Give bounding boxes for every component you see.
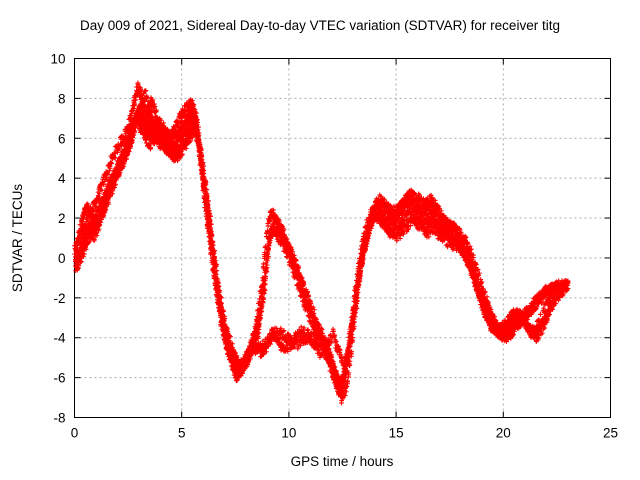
data-point [417,192,423,198]
data-point [72,251,78,257]
data-point [112,155,118,161]
data-point [153,107,159,113]
data-point [561,282,567,288]
data-point [106,168,112,174]
data-point [281,328,287,333]
data-point [112,150,118,156]
data-point [136,84,142,90]
data-point [295,346,301,352]
data-point [135,81,141,87]
data-point [93,204,99,210]
data-point [109,160,115,166]
data-point [85,201,91,207]
data-point [298,343,303,349]
data-point [340,396,346,402]
data-point [429,195,435,200]
data-point [345,381,350,387]
data-point [105,171,111,177]
data-point [278,325,284,331]
data-point [101,182,107,188]
data-points [72,80,571,406]
data-point [438,208,444,214]
data-point [96,191,102,197]
data-point [476,270,482,276]
data-point [343,389,349,395]
data-point [107,165,113,171]
page-title: Day 009 of 2021, Sidereal Day-to-day VTE… [80,18,560,33]
data-point [92,236,97,242]
data-point [564,287,570,293]
data-point [151,104,157,110]
gridlines [74,58,611,418]
data-point [117,146,123,152]
data-point [99,187,105,193]
data-point [132,101,138,107]
data-point [533,306,539,312]
data-point [152,104,158,109]
data-point [564,281,570,287]
data-point [342,393,348,399]
plot-frame [74,58,611,418]
